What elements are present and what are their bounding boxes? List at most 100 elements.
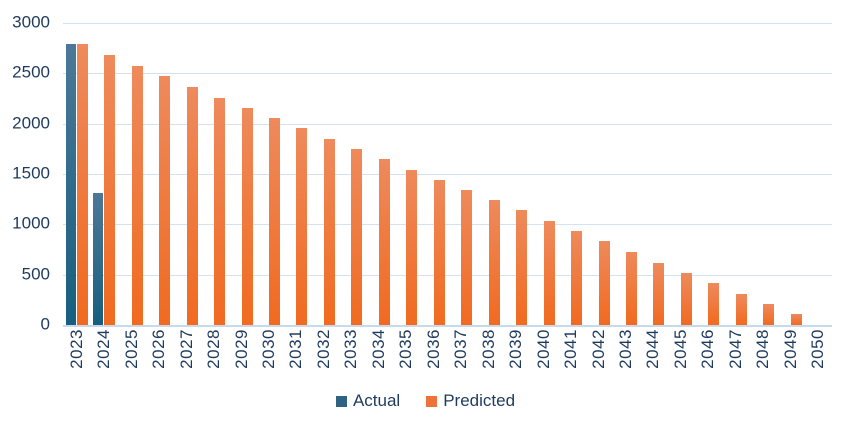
y-tick-label-2000: 2000 (12, 113, 50, 133)
bar-predicted-2048 (763, 303, 775, 325)
bar-predicted-2030 (268, 118, 280, 325)
bar-predicted-2041 (571, 231, 583, 325)
bar-group-2043 (612, 23, 639, 325)
bar-group-2049 (777, 23, 804, 325)
bar-predicted-2036 (433, 180, 445, 325)
bar-group-2050 (805, 23, 832, 325)
bar-group-2034 (365, 23, 392, 325)
x-tick-label-2029: 2029 (231, 329, 251, 369)
gridline-3000 (63, 23, 832, 24)
bar-predicted-2046 (708, 283, 720, 325)
bar-group-2040 (530, 23, 557, 325)
x-tick-label-2030: 2030 (258, 329, 278, 369)
bar-group-2045 (667, 23, 694, 325)
bar-group-2024 (90, 23, 117, 325)
bar-predicted-2047 (735, 293, 747, 325)
bar-group-2028 (200, 23, 227, 325)
y-tick-label-500: 500 (21, 264, 50, 284)
x-tick-label-2028: 2028 (204, 329, 224, 369)
bar-group-2027 (173, 23, 200, 325)
bar-predicted-2035 (406, 169, 418, 325)
bar-group-2033 (338, 23, 365, 325)
x-tick-label-2046: 2046 (698, 329, 718, 369)
bar-group-2037 (448, 23, 475, 325)
x-tick-label-2034: 2034 (368, 329, 388, 369)
bar-predicted-2032 (323, 138, 335, 325)
bars-layer (63, 23, 832, 325)
x-tick-label-2039: 2039 (506, 329, 526, 369)
bar-group-2029 (228, 23, 255, 325)
bar-predicted-2049 (790, 313, 802, 325)
x-tick-label-2033: 2033 (341, 329, 361, 369)
bar-predicted-2028 (214, 97, 226, 325)
x-tick-label-2024: 2024 (94, 329, 114, 369)
legend-item-predicted: Predicted (426, 391, 515, 411)
bar-predicted-2044 (653, 262, 665, 325)
x-tick-label-2023: 2023 (66, 329, 86, 369)
legend-label-predicted: Predicted (443, 391, 516, 410)
gridline-2000 (63, 123, 832, 125)
bar-group-2032 (310, 23, 337, 325)
bar-group-2025 (118, 23, 145, 325)
x-tick-label-2035: 2035 (396, 329, 416, 369)
y-tick-label-1500: 1500 (12, 163, 50, 183)
bar-actual-2024 (93, 193, 104, 325)
x-tick-label-2050: 2050 (808, 329, 828, 369)
x-tick-label-2041: 2041 (561, 329, 581, 369)
x-tick-label-2048: 2048 (753, 329, 773, 369)
x-axis: 2023 2024 2025 2026 2027 2028 2029 2030 2031 2032… (63, 329, 832, 381)
y-tick-label-3000: 3000 (12, 12, 50, 32)
legend-item-actual: Actual (335, 391, 401, 411)
gridline-1500 (63, 174, 832, 175)
x-tick-label-2025: 2025 (121, 329, 141, 369)
bar-group-2036 (420, 23, 447, 325)
bar-group-2041 (557, 23, 584, 325)
bar-predicted-2027 (186, 86, 198, 325)
bar-predicted-2031 (296, 128, 308, 325)
bar-group-2023 (63, 23, 90, 325)
bar-group-2035 (393, 23, 420, 325)
x-tick-label-2043: 2043 (616, 329, 635, 369)
bar-predicted-2042 (598, 241, 610, 325)
bar-group-2030 (255, 23, 282, 325)
x-tick-label-2026: 2026 (149, 329, 169, 369)
bar-group-2047 (722, 23, 749, 325)
x-tick-label-2049: 2049 (780, 329, 800, 369)
bar-predicted-2039 (516, 210, 528, 325)
x-tick-label-2032: 2032 (313, 329, 333, 369)
bar-predicted-2045 (680, 272, 692, 325)
bar-predicted-2024 (104, 55, 116, 325)
bar-group-2026 (145, 23, 172, 325)
bar-group-2048 (750, 23, 777, 325)
y-tick-label-1000: 1000 (12, 213, 50, 233)
bar-group-2031 (283, 23, 310, 325)
x-tick-label-2027: 2027 (176, 329, 196, 369)
bar-predicted-2033 (351, 148, 363, 325)
gridline-1000 (63, 224, 832, 226)
y-tick-label-0: 0 (40, 314, 50, 334)
x-tick-label-2031: 2031 (286, 329, 306, 369)
bar-predicted-2037 (461, 190, 473, 325)
bar-predicted-2034 (378, 158, 390, 325)
legend: Actual Predicted (0, 391, 851, 411)
bar-predicted-2026 (159, 75, 171, 325)
bar-group-2044 (640, 23, 667, 325)
bar-predicted-2043 (626, 251, 637, 325)
x-tick-label-2037: 2037 (451, 329, 471, 369)
gridline-500 (63, 274, 832, 276)
y-tick-label-2500: 2500 (12, 62, 50, 82)
x-axis-line (63, 325, 832, 327)
bar-predicted-2040 (543, 220, 555, 325)
bar-group-2046 (695, 23, 722, 325)
bar-group-2038 (475, 23, 502, 325)
x-tick-label-2044: 2044 (643, 329, 663, 369)
gridline-2500 (63, 73, 832, 75)
legend-swatch-predicted-icon (426, 395, 438, 407)
x-tick-label-2047: 2047 (725, 329, 745, 369)
x-tick-label-2040: 2040 (533, 329, 553, 369)
legend-swatch-actual-icon (335, 395, 347, 407)
plot-area (63, 23, 832, 327)
bar-predicted-2029 (241, 107, 253, 325)
legend-label-actual: Actual (352, 391, 401, 410)
